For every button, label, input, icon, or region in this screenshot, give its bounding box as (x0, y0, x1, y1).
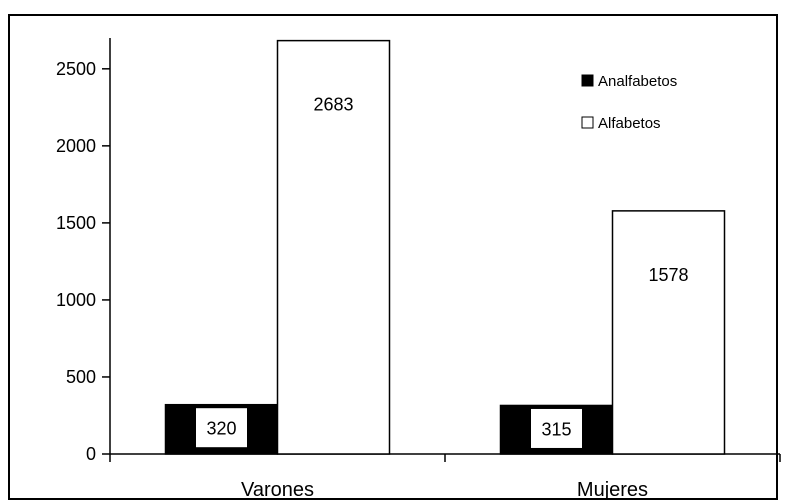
bars (164, 39, 726, 455)
data-label: 1578 (648, 265, 688, 285)
data-label: 2683 (313, 95, 353, 115)
y-tick-label: 2500 (56, 59, 96, 79)
y-tick-label: 500 (66, 367, 96, 387)
data-label-box (530, 407, 583, 449)
legend-label: Analfabetos (598, 73, 677, 90)
data-label: 315 (541, 419, 571, 439)
x-axis: Varones Mujeres (109, 453, 781, 501)
y-axis: 0 500 1000 1500 2000 2500 (56, 38, 111, 464)
legend-label: Alfabetos (598, 115, 661, 132)
y-tick-label: 0 (86, 444, 96, 464)
data-labels: 320 2683 315 1578 (195, 95, 689, 449)
bar-alfabetos (611, 210, 726, 455)
y-tick-label: 2000 (56, 136, 96, 156)
data-label: 320 (206, 419, 236, 439)
category-label: Varones (241, 479, 314, 501)
category-label: Mujeres (577, 479, 648, 501)
legend-swatch (581, 74, 594, 87)
data-label-box (195, 407, 248, 449)
chart-frame (8, 14, 778, 500)
y-tick-label: 1500 (56, 213, 96, 233)
legend: Analfabetos Alfabetos (581, 73, 677, 132)
y-tick-label: 1000 (56, 290, 96, 310)
bar-alfabetos (276, 39, 391, 455)
legend-swatch (581, 116, 594, 129)
